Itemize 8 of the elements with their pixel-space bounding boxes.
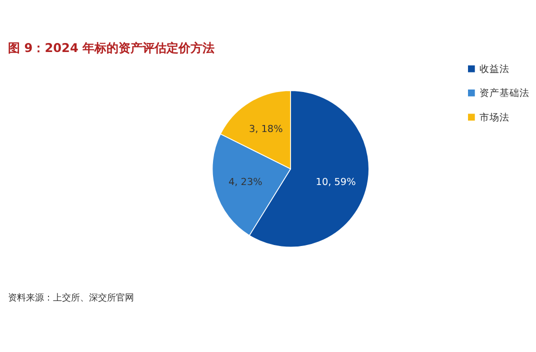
text: 图 9：2024 年标的资产评估定价方法 [8, 40, 215, 55]
legend-label: 市场法 [479, 111, 510, 124]
data-label: 10, 59% [316, 176, 356, 188]
legend-label: 收益法 [479, 62, 510, 75]
legend-label: 资产基础法 [479, 87, 530, 100]
data-label: 3, 18% [248, 124, 283, 136]
data-label: 4, 23% [228, 176, 262, 188]
text: 资料来源：上交所、深交所官网 [8, 292, 134, 304]
